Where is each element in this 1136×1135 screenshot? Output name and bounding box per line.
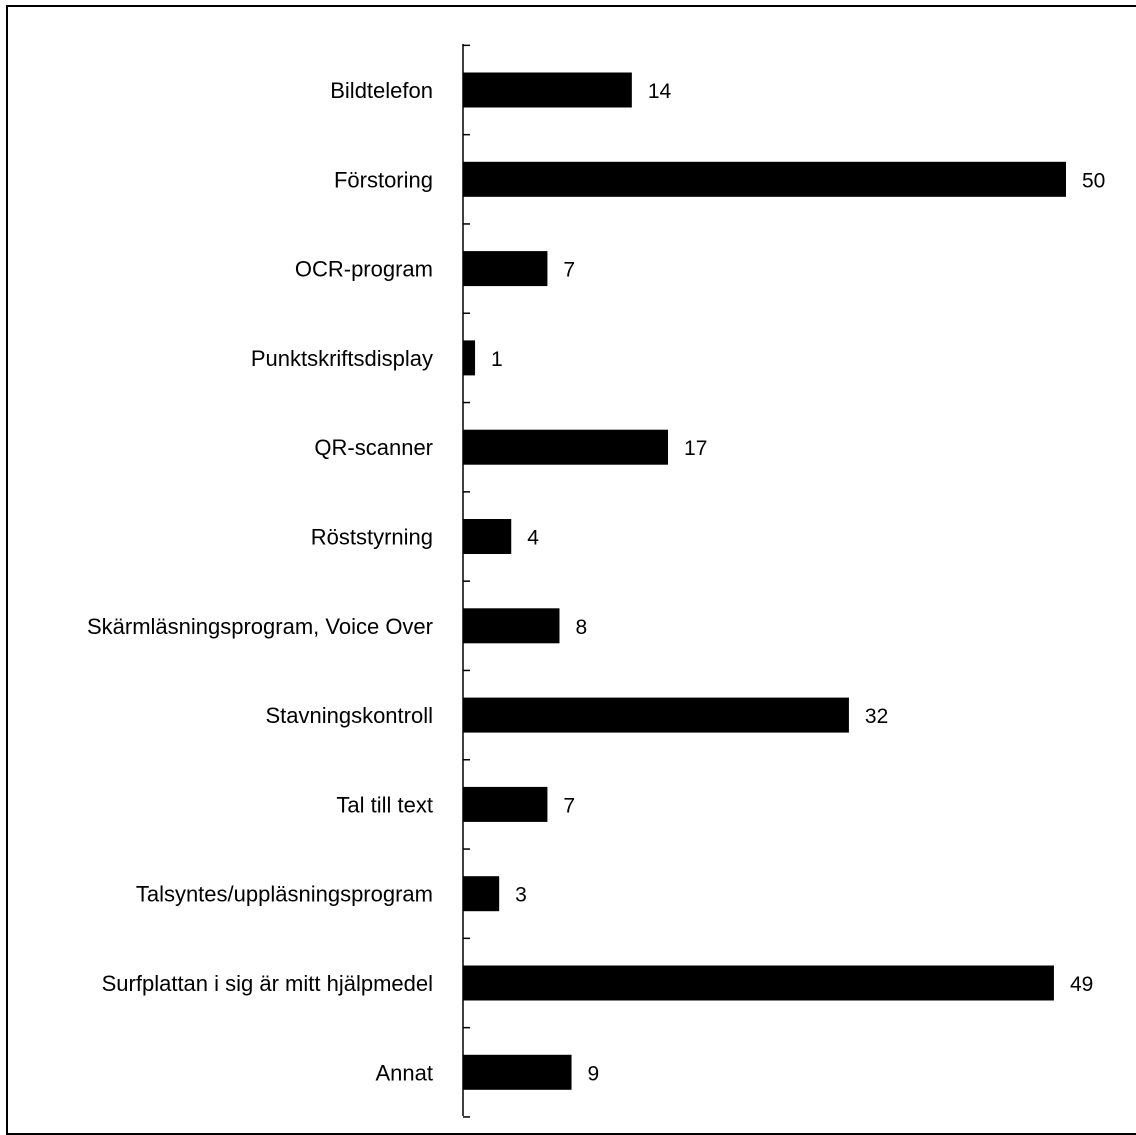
value-labels: 14 50 7 1 17 4 8 32 7 3 49 9	[491, 80, 1105, 1085]
category-label: QR-scanner	[314, 435, 433, 460]
bar	[463, 876, 500, 912]
category-label: Surfplattan i sig är mitt hjälpmedel	[102, 971, 433, 996]
category-label: Tal till text	[336, 792, 433, 817]
category-label: OCR-program	[295, 257, 433, 282]
value-label: 14	[648, 80, 672, 103]
bar	[463, 251, 548, 287]
bar	[463, 697, 849, 733]
bars	[463, 72, 1066, 1090]
axis-ticks	[463, 44, 470, 1118]
value-label: 49	[1070, 973, 1093, 996]
bar	[463, 786, 548, 822]
category-labels: Bildtelefon Förstoring OCR-program Punktskr…	[87, 78, 433, 1085]
category-label: Förstoring	[334, 167, 433, 192]
value-label: 1	[491, 348, 503, 371]
category-label: Punktskriftsdisplay	[251, 346, 433, 371]
category-label: Röststyrning	[311, 525, 433, 550]
bar	[463, 965, 1054, 1001]
category-label: Annat	[376, 1060, 434, 1085]
value-label: 50	[1082, 169, 1105, 192]
bar	[463, 519, 512, 554]
bar	[463, 608, 560, 644]
category-label: Bildtelefon	[330, 78, 433, 103]
value-label: 3	[515, 884, 527, 907]
value-label: 7	[563, 794, 575, 817]
bar	[463, 429, 669, 465]
value-label: 32	[865, 705, 888, 728]
category-label: Stavningskontroll	[265, 703, 433, 728]
category-label: Skärmläsningsprogram, Voice Over	[87, 614, 433, 639]
value-label: 9	[588, 1062, 600, 1085]
value-label: 17	[684, 437, 707, 460]
bar	[463, 1054, 572, 1090]
bar	[463, 340, 476, 376]
category-label: Talsyntes/uppläsningsprogram	[136, 882, 433, 907]
value-label: 8	[575, 616, 587, 639]
value-label: 4	[527, 527, 539, 550]
bar	[463, 161, 1066, 197]
bar	[463, 72, 632, 108]
value-label: 7	[563, 259, 575, 282]
